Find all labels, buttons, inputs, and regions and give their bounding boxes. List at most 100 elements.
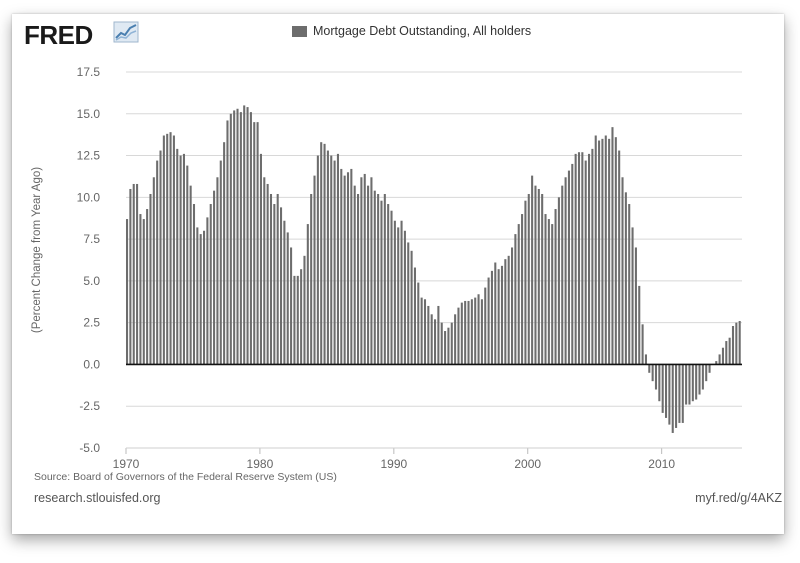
data-bar — [293, 275, 296, 365]
data-bar — [286, 232, 289, 365]
data-bar — [434, 319, 437, 365]
data-bar — [156, 160, 159, 365]
data-bar — [430, 314, 433, 365]
data-bar — [152, 177, 155, 365]
data-bar — [209, 204, 212, 365]
data-bar — [380, 200, 383, 365]
data-bar — [524, 200, 527, 365]
data-bar — [634, 247, 637, 365]
data-bar — [236, 108, 239, 365]
data-bar — [139, 214, 142, 365]
data-bar — [574, 153, 577, 365]
data-bar — [477, 294, 480, 365]
data-bar — [403, 230, 406, 365]
data-bar — [172, 135, 175, 365]
data-bar — [547, 219, 550, 365]
data-bar — [715, 361, 718, 365]
data-bar — [544, 214, 547, 365]
data-bar — [437, 305, 440, 365]
data-bar — [343, 175, 346, 365]
data-bar — [417, 282, 420, 365]
data-bar — [333, 160, 336, 365]
data-bar — [216, 177, 219, 365]
data-bar — [340, 168, 343, 365]
data-bar — [738, 320, 741, 365]
data-bar — [367, 185, 370, 365]
data-bar — [624, 192, 627, 365]
data-bar — [413, 267, 416, 365]
footer-short-link[interactable]: myf.red/g/4AKZ — [695, 491, 782, 505]
data-bar — [531, 175, 534, 365]
x-tick-label: 1990 — [380, 457, 407, 471]
data-bar — [521, 214, 524, 365]
data-bar — [360, 177, 363, 365]
data-bar — [326, 150, 329, 365]
data-bar — [387, 204, 390, 365]
data-bar — [731, 326, 735, 365]
data-bar — [658, 364, 661, 402]
data-bar — [450, 322, 453, 365]
data-bar — [561, 185, 564, 365]
y-tick-label: 0.0 — [83, 357, 100, 371]
legend-swatch — [292, 25, 307, 37]
data-bar — [678, 364, 681, 423]
data-bar — [651, 364, 654, 382]
data-bar — [554, 209, 557, 365]
data-bar — [638, 285, 641, 365]
data-bar — [551, 224, 554, 365]
data-bar — [206, 217, 209, 365]
data-bar — [280, 207, 283, 365]
data-bar — [507, 255, 510, 365]
data-bar — [246, 107, 249, 365]
data-bar — [290, 247, 293, 365]
x-tick-label: 1970 — [113, 457, 140, 471]
data-bar — [571, 163, 574, 365]
data-bar — [243, 105, 246, 365]
data-bar — [608, 138, 611, 365]
data-bar — [681, 364, 684, 423]
data-bar — [641, 324, 644, 365]
data-bar — [363, 173, 366, 365]
data-bar — [310, 193, 313, 365]
data-bar — [226, 120, 229, 365]
data-bar — [594, 135, 597, 365]
x-tick-label: 2010 — [648, 457, 675, 471]
data-bar — [303, 255, 306, 365]
data-bar — [179, 155, 182, 365]
data-bar — [189, 185, 192, 365]
y-tick-label: -2.5 — [79, 399, 100, 413]
data-bar — [323, 143, 326, 365]
data-bar — [500, 265, 504, 365]
data-bar — [182, 153, 185, 365]
data-bar — [454, 314, 457, 365]
data-bar — [196, 227, 199, 365]
data-bar — [239, 112, 242, 365]
data-bar — [691, 364, 694, 402]
data-bar — [701, 364, 704, 390]
data-bar — [423, 299, 427, 365]
data-bar — [504, 259, 507, 365]
y-tick-label: 10.0 — [77, 190, 101, 204]
data-bar — [253, 122, 256, 365]
data-bar — [397, 227, 400, 365]
y-tick-label: 2.5 — [83, 316, 100, 330]
data-bar — [192, 204, 196, 365]
data-bar — [316, 155, 319, 365]
data-bar — [166, 133, 169, 365]
data-bar — [725, 341, 728, 365]
data-bar — [353, 185, 356, 365]
data-bar — [186, 165, 189, 365]
footer-site-link[interactable]: research.stlouisfed.org — [34, 491, 161, 505]
data-bar — [229, 113, 232, 365]
data-bar — [149, 193, 152, 365]
data-bar — [567, 170, 570, 365]
data-bar — [675, 364, 678, 428]
data-bar — [203, 230, 206, 365]
data-bar — [591, 148, 594, 365]
data-bar — [688, 364, 691, 405]
y-tick-label: -5.0 — [79, 441, 100, 455]
source-note: Source: Board of Governors of the Federa… — [34, 471, 337, 483]
data-bar — [695, 364, 698, 400]
data-bar — [213, 190, 216, 365]
data-bar — [705, 364, 708, 382]
